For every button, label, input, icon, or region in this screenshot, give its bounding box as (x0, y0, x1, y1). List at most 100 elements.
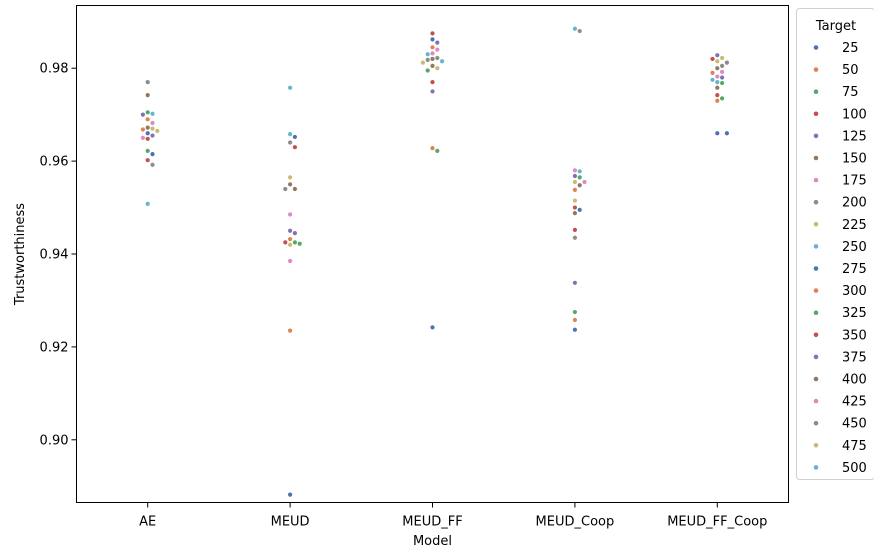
y-axis: 0.90 0.92 0.94 0.96 0.98 (40, 62, 77, 448)
data-point (572, 327, 578, 332)
legend-marker (813, 288, 819, 293)
data-point (430, 146, 435, 151)
data-point (292, 231, 297, 236)
data-point (288, 85, 293, 90)
data-point (572, 205, 578, 210)
legend-marker (813, 199, 819, 205)
legend-label: 75 (842, 85, 859, 100)
legend-marker (813, 310, 819, 316)
data-point (145, 148, 150, 153)
data-point (140, 135, 145, 140)
data-point (720, 80, 725, 86)
data-point (720, 75, 725, 80)
y-tick-label: 0.94 (40, 248, 69, 263)
data-point (145, 136, 150, 141)
data-point (292, 145, 297, 150)
data-point (140, 127, 145, 132)
data-point (288, 212, 293, 217)
data-point (435, 55, 440, 61)
data-point (420, 60, 425, 65)
data-point (425, 68, 430, 73)
data-point (430, 31, 435, 36)
data-point (430, 325, 435, 330)
data-point (715, 66, 720, 71)
data-point (710, 77, 715, 82)
legend-label: 100 (842, 107, 867, 122)
legend-title: Target (815, 19, 856, 34)
data-point (572, 26, 578, 31)
data-point (145, 80, 150, 85)
data-point (572, 168, 578, 173)
legend-marker (813, 177, 819, 183)
legend-label: 200 (842, 196, 867, 211)
data-point (145, 158, 150, 163)
data-point (150, 120, 155, 126)
legend-label: 150 (842, 152, 867, 167)
data-point (155, 128, 160, 134)
data-point (288, 242, 293, 247)
legend-label: 325 (842, 306, 867, 321)
data-point (720, 55, 725, 61)
legend-label: 500 (842, 461, 867, 476)
data-point (297, 241, 302, 246)
legend-marker (813, 376, 819, 382)
legend-marker (813, 443, 819, 448)
data-point (720, 63, 725, 68)
data-point (577, 28, 582, 34)
legend-marker (813, 155, 819, 161)
data-point (577, 175, 582, 180)
data-point (710, 56, 715, 62)
data-point (720, 69, 725, 75)
plot-area (76, 5, 789, 503)
data-point (435, 66, 440, 71)
data-point (577, 207, 582, 212)
legend-marker (813, 465, 819, 470)
data-point (572, 309, 578, 315)
data-point (430, 80, 435, 85)
x-axis-label: Model (413, 534, 452, 548)
data-point (430, 45, 435, 50)
data-point (288, 258, 293, 264)
data-point (435, 148, 440, 153)
legend-marker (813, 266, 819, 271)
data-point (572, 179, 578, 185)
data-point (715, 93, 720, 98)
data-point (715, 53, 720, 58)
data-point (572, 173, 578, 179)
data-point (572, 317, 578, 323)
data-point (145, 201, 150, 206)
legend-label: 400 (842, 373, 867, 388)
data-point (425, 57, 430, 62)
data-point (288, 328, 293, 333)
data-point (577, 183, 582, 188)
legend-marker (813, 332, 819, 338)
data-point (572, 227, 578, 232)
data-point (430, 37, 435, 42)
legend-marker (813, 45, 819, 50)
data-point (145, 117, 150, 122)
legend-label: 275 (842, 262, 867, 277)
data-point (425, 52, 430, 57)
data-point (283, 186, 288, 192)
data-point (288, 228, 293, 233)
data-point (440, 59, 445, 64)
legend-marker (813, 67, 819, 72)
x-tick-label: MEUD_Coop (536, 515, 615, 530)
x-tick-label: MEUD_FF_Coop (667, 515, 767, 530)
data-point (582, 179, 587, 185)
data-point (288, 132, 293, 137)
y-tick-label: 0.92 (40, 340, 69, 355)
data-point (140, 112, 145, 117)
legend-label: 50 (842, 63, 859, 78)
legend: Target 25 50 75 100 125 150 175 200 225 250 275 300… (796, 8, 874, 480)
data-point (145, 125, 150, 130)
data-point (150, 152, 155, 157)
y-axis-label: Trustworthiness (13, 203, 28, 306)
data-point (145, 110, 150, 115)
data-point (150, 162, 155, 167)
data-point (288, 175, 293, 180)
data-point (288, 182, 293, 187)
y-tick-label: 0.90 (40, 433, 69, 448)
data-point (724, 60, 730, 65)
